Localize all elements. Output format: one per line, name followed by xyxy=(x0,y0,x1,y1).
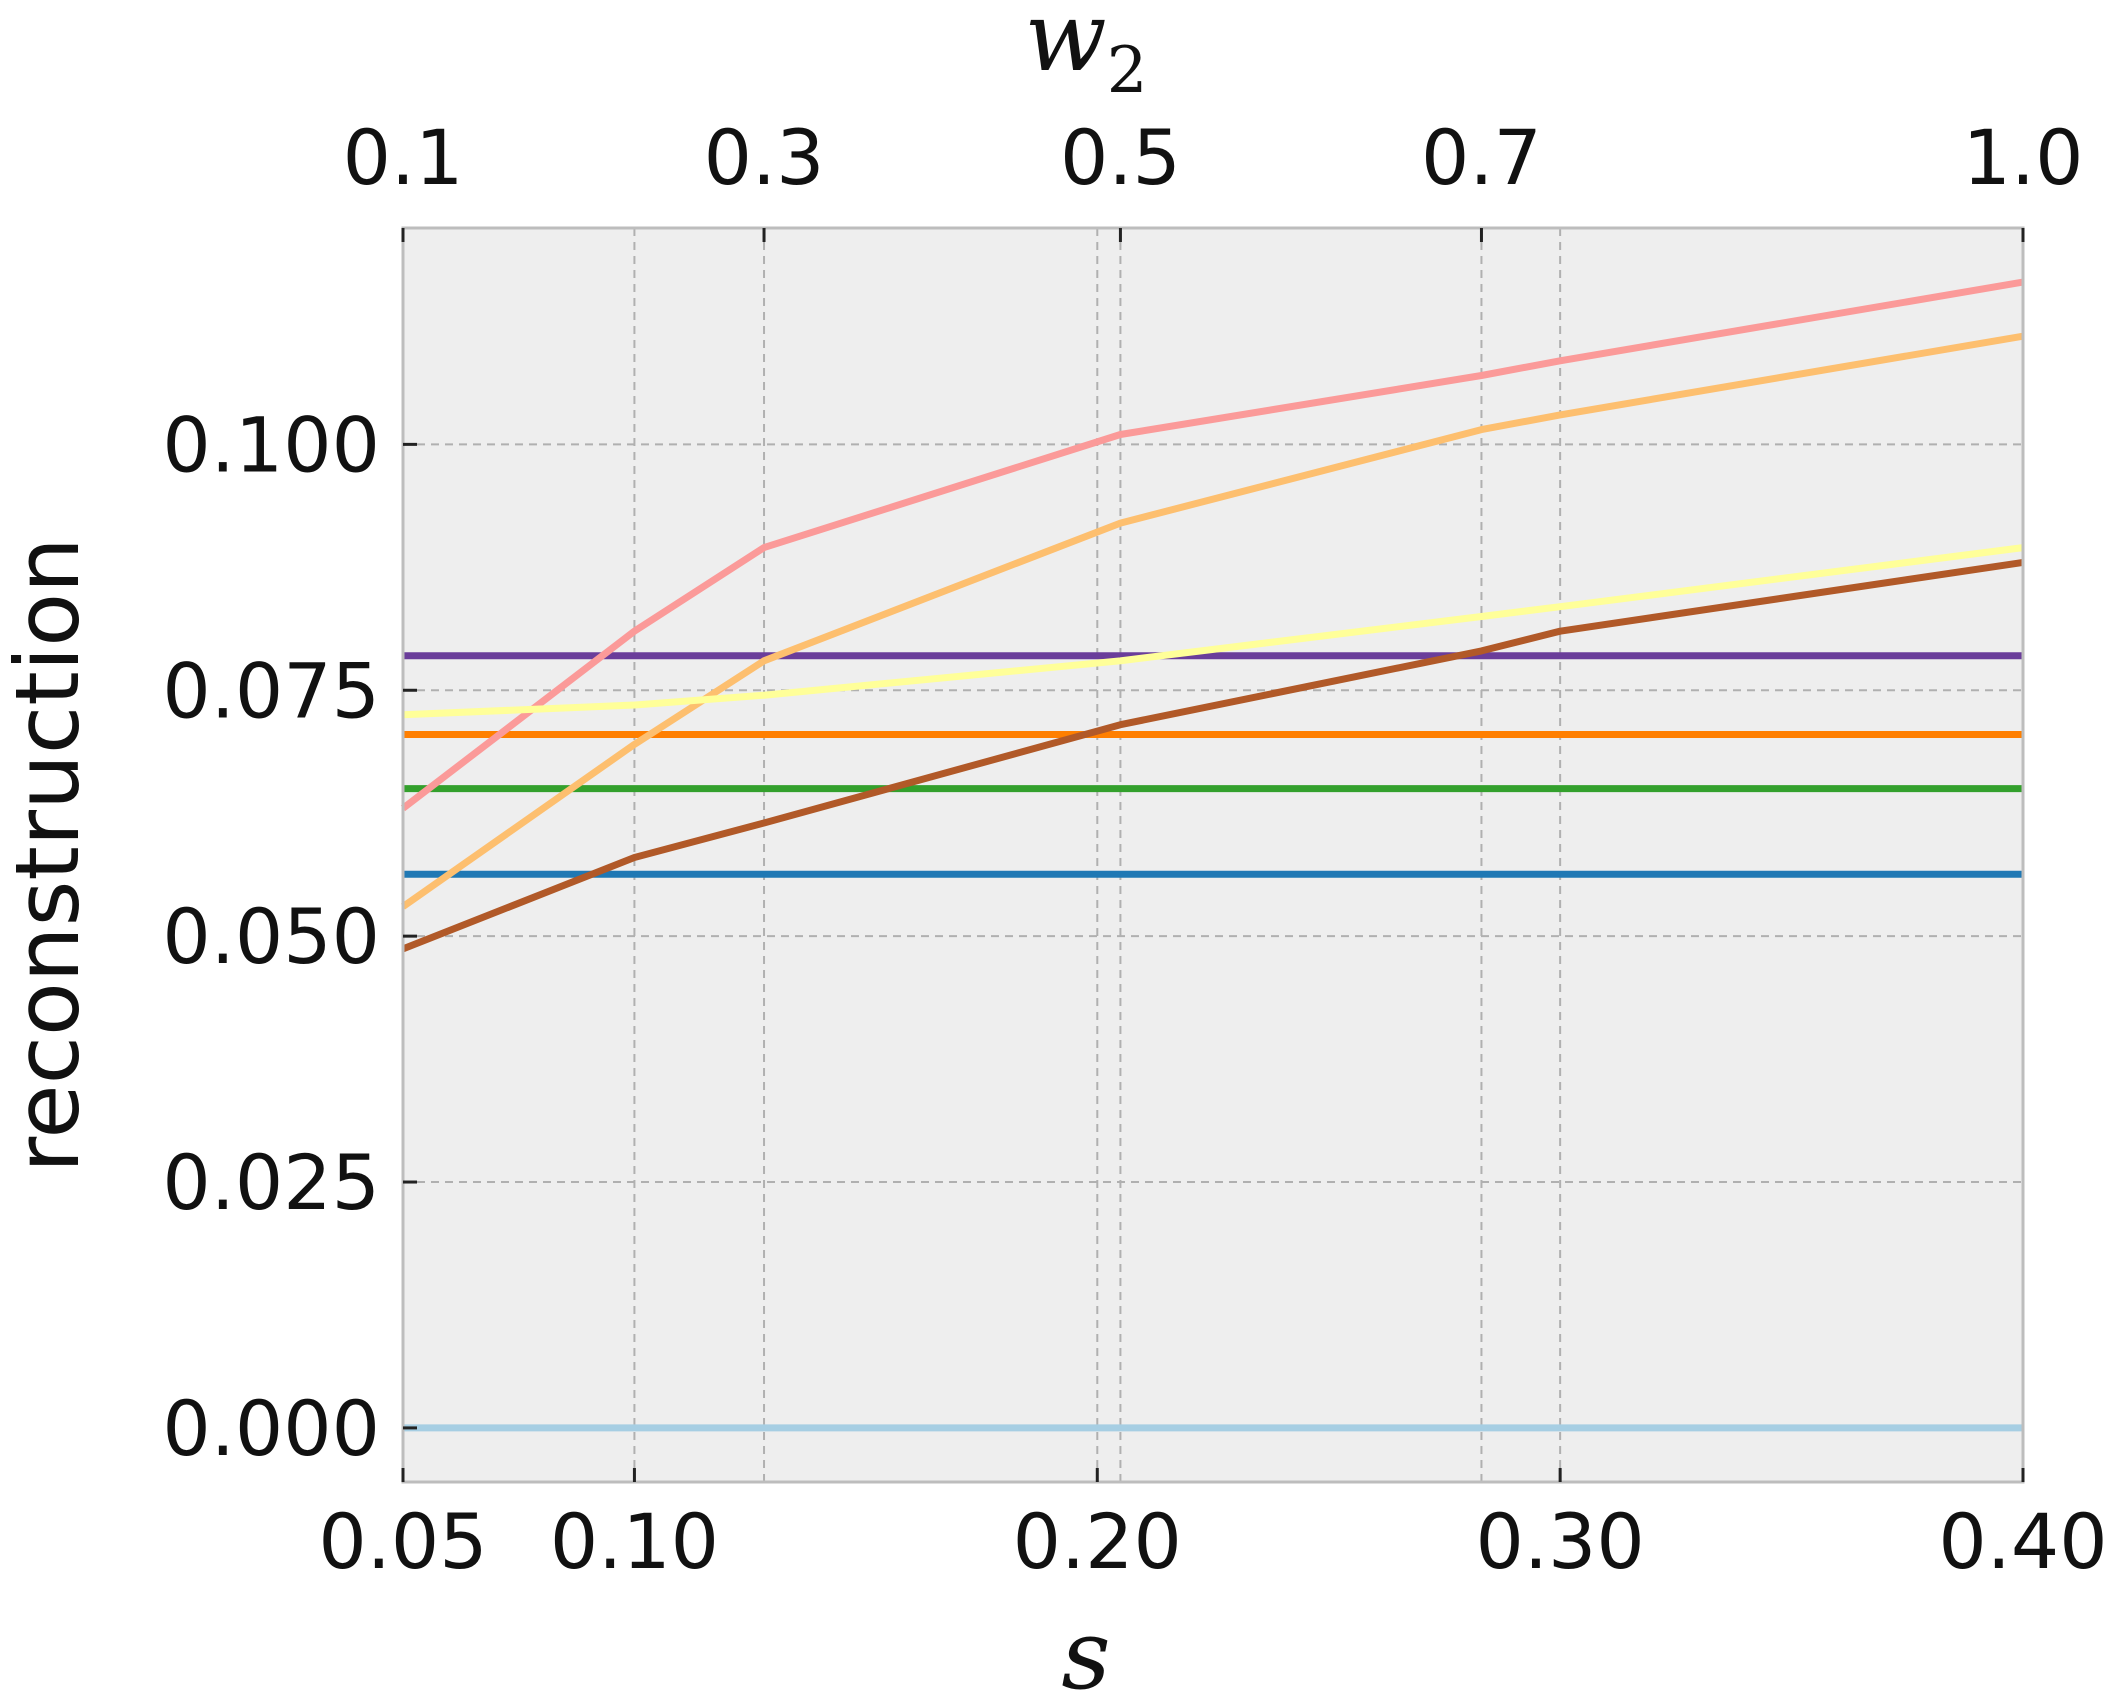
series-group xyxy=(400,278,2024,1432)
x-tick-label: 0.20 xyxy=(1013,1497,1182,1586)
tick-marks xyxy=(401,228,2025,1482)
series-line-9 xyxy=(401,558,2024,953)
top-x-tick-label: 0.7 xyxy=(1421,113,1542,202)
y-tick-label: 0.025 xyxy=(162,1138,380,1227)
y-axis-title: reconstruction xyxy=(0,537,99,1173)
top-x-axis-title: w2 xyxy=(1025,0,1148,108)
x-tick-label: 0.10 xyxy=(550,1497,719,1586)
top-x-axis-title-main: w xyxy=(1025,0,1107,93)
top-x-tick-label: 0.1 xyxy=(343,113,464,202)
x-tick-label: 0.30 xyxy=(1476,1497,1645,1586)
y-tick-label: 0.100 xyxy=(162,400,380,489)
y-tick-label: 0.050 xyxy=(162,892,380,981)
x-tick-label: 0.40 xyxy=(1938,1497,2107,1586)
x-tick-label: 0.05 xyxy=(318,1497,487,1586)
x-axis-title: s xyxy=(1061,1599,1110,1698)
y-tick-label: 0.075 xyxy=(162,646,380,735)
y-tick-labels: 0.000 0.025 0.050 0.075 0.100 xyxy=(162,400,380,1473)
y-tick-label: 0.000 xyxy=(162,1384,380,1473)
x-tick-labels: 0.05 0.10 0.20 0.30 0.40 xyxy=(318,1497,2107,1586)
series-line-8 xyxy=(402,544,2024,719)
top-x-axis-title-subscript: 2 xyxy=(1107,34,1148,108)
top-x-tick-labels: 0.1 0.3 0.5 0.7 1.0 xyxy=(343,113,2084,202)
series-line-6 xyxy=(400,278,2024,812)
top-x-tick-label: 0.5 xyxy=(1060,113,1181,202)
top-x-tick-label: 0.3 xyxy=(704,113,825,202)
plot-area xyxy=(403,228,2023,1482)
series-line-7 xyxy=(400,332,2024,910)
top-x-tick-label: 1.0 xyxy=(1963,113,2084,202)
plot-frame xyxy=(401,226,2025,1484)
